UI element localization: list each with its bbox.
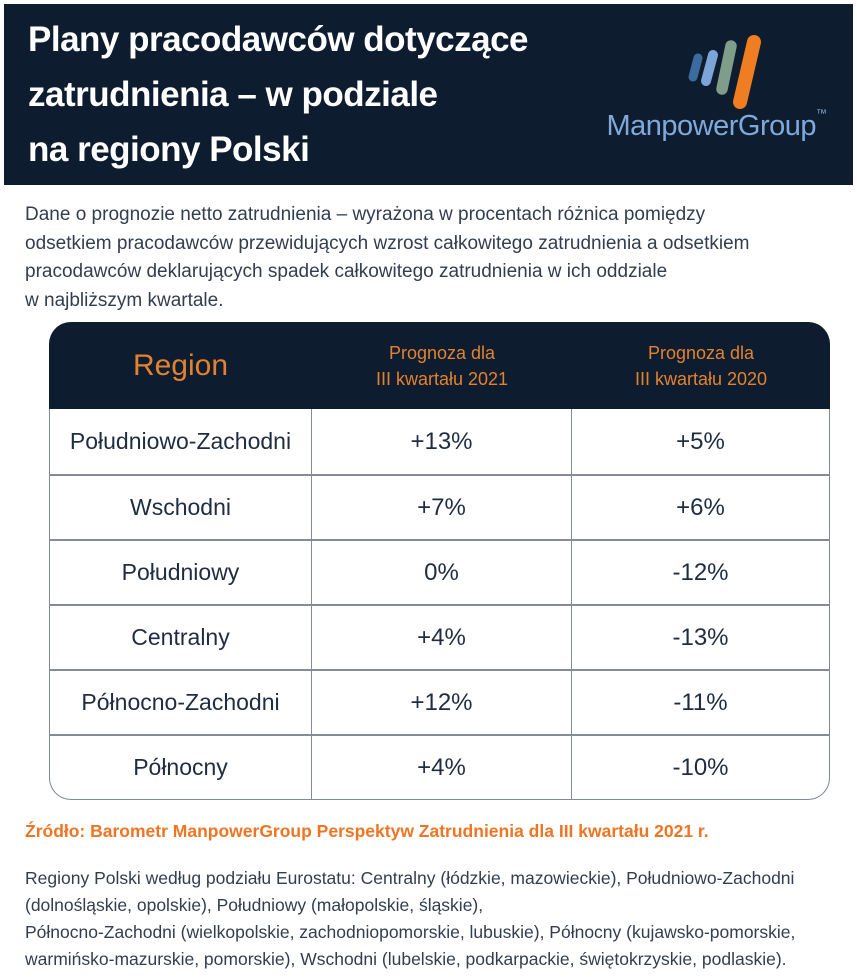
- forecast-2020-cell: +5%: [676, 427, 725, 455]
- forecast-2020-cell: -11%: [673, 688, 728, 716]
- table-row: Południowy 0% -12%: [50, 539, 829, 604]
- forecast-2021-cell: +4%: [312, 606, 572, 669]
- table-body: Południowo-Zachodni +13% +5% Wschodni +7…: [49, 409, 830, 800]
- region-cell: Południowo-Zachodni: [50, 409, 312, 474]
- forecast-2020-cell: -10%: [672, 753, 729, 781]
- logo-wordmark-text: ManpowerGroup: [606, 110, 817, 142]
- column-header-q3-2021: Prognoza dla III kwartału 2021: [375, 342, 509, 389]
- forecast-2021-cell: +12%: [312, 671, 572, 734]
- forecast-2021-cell: +4%: [312, 736, 572, 799]
- forecast-2020-cell: -12%: [672, 558, 729, 586]
- region-cell: Wschodni: [50, 476, 312, 539]
- table-row: Południowo-Zachodni +13% +5%: [50, 409, 829, 474]
- forecast-2021-cell: +13%: [312, 409, 572, 474]
- trademark-symbol: ™: [816, 108, 827, 120]
- forecast-2020-cell: -13%: [672, 623, 729, 651]
- forecast-2020-cell: +6%: [676, 493, 725, 521]
- forecast-2021-cell: +7%: [312, 476, 572, 539]
- logo-wordmark: ManpowerGroup™: [607, 108, 828, 143]
- page-title: Plany pracodawców dotyczące zatrudnienia…: [28, 20, 529, 169]
- source-line: Źródło: Barometr ManpowerGroup Perspekty…: [25, 821, 709, 841]
- logo-bars-icon: [688, 35, 761, 109]
- table-row: Północno-Zachodni +12% -11%: [50, 669, 829, 734]
- table-row: Północny +4% -10%: [50, 734, 829, 799]
- forecast-table: Region Prognoza dla III kwartału 2021 Pr…: [49, 322, 830, 800]
- intro-paragraph: Dane o prognozie netto zatrudnienia – wy…: [25, 204, 750, 311]
- region-cell: Południowy: [50, 541, 312, 604]
- footnote-paragraph: Regiony Polski według podziału Eurostatu…: [25, 868, 796, 969]
- region-cell: Północno-Zachodni: [50, 671, 312, 734]
- table-row: Centralny +4% -13%: [50, 604, 829, 669]
- table-row: Wschodni +7% +6%: [50, 474, 829, 539]
- region-cell: Północny: [50, 736, 312, 799]
- table-header-row: Region Prognoza dla III kwartału 2021 Pr…: [49, 322, 830, 409]
- column-header-region: Region: [132, 348, 229, 382]
- column-header-q3-2020: Prognoza dla III kwartału 2020: [634, 342, 768, 389]
- header-banner: Plany pracodawców dotyczące zatrudnienia…: [4, 4, 853, 185]
- manpowergroup-logo: ManpowerGroup™: [607, 26, 831, 156]
- region-cell: Centralny: [50, 606, 312, 669]
- forecast-2021-cell: 0%: [312, 541, 572, 604]
